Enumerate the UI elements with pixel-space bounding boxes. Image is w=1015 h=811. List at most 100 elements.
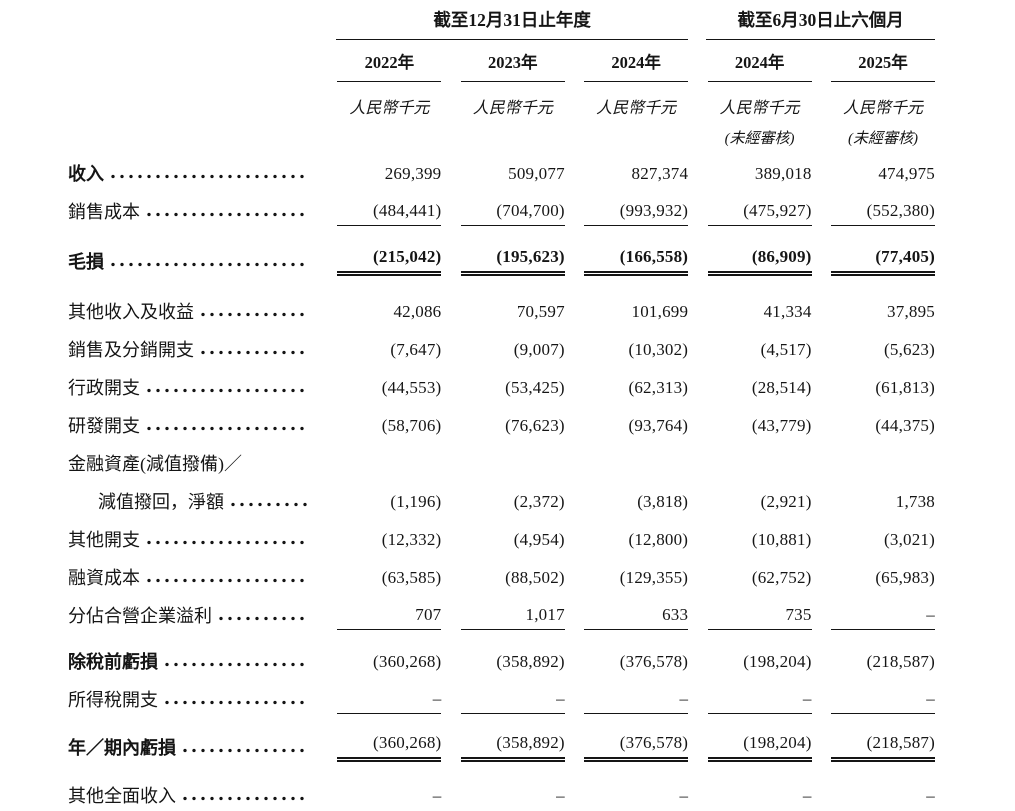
cell-value: (215,042) [337,247,442,276]
row-label: 研發開支 [68,416,140,437]
dot-leader [165,662,308,667]
row-label: 所得稅開支 [68,690,158,711]
cell-value: (10,881) [751,530,812,549]
col-year-2024-interim: 2024年 [707,41,812,82]
row-label: 分佔合營企業溢利 [68,606,212,627]
cell-value: (704,700) [460,201,565,226]
dot-leader [147,212,308,217]
dot-leader [231,502,308,507]
cell-value: 735 [707,605,812,630]
row-label: 融資成本 [68,568,140,589]
row-revenue: 收入 269,399 509,077 827,374 389,018 474,9… [68,148,935,188]
dot-leader [111,262,308,267]
row-loss-before-tax: 除稅前虧損 (360,268) (358,892) (376,578) (198… [68,630,935,676]
dot-leader [147,426,308,431]
dot-leader [111,174,308,179]
cell-value: – [926,786,935,805]
cell-value: (61,813) [875,378,935,397]
dot-leader [201,312,308,317]
cell-value: (58,706) [381,416,442,435]
cell-value: 1,017 [460,605,565,630]
cell-value: (475,927) [707,201,812,226]
row-rd-expenses: 研發開支 (58,706) (76,623) (93,764) (43,779)… [68,402,935,440]
row-income-tax-expense: 所得稅開支 – – – – – [68,676,935,714]
row-selling-distribution-expenses: 銷售及分銷開支 (7,647) (9,007) (10,302) (4,517)… [68,326,935,364]
cell-value: (62,313) [628,378,689,397]
col-year-2024: 2024年 [584,41,689,82]
cell-value: (198,204) [743,652,812,671]
row-label: 收入 [68,164,104,185]
cell-value: (63,585) [381,568,442,587]
cell-value: 509,077 [508,164,565,183]
unaudited-note: (未經審核) [848,131,918,147]
row-financial-assets-impairment-caption: 金融資產(減值撥備)／ [68,440,935,478]
cell-value: (2,372) [513,492,565,511]
dot-leader [183,748,308,753]
unit-label: 人民幣千元 [596,100,677,117]
row-other-comprehensive-income: 其他全面收入 – – – – – [68,762,935,810]
cell-value: (12,800) [628,530,689,549]
cell-value: 269,399 [384,164,442,183]
cell-value: 827,374 [631,164,689,183]
cell-value: (65,983) [875,568,935,587]
row-label: 除稅前虧損 [68,652,158,673]
dot-leader [147,578,308,583]
cell-value: (2,921) [760,492,812,511]
dot-leader [147,388,308,393]
dot-leader [201,350,308,355]
row-other-income-gains: 其他收入及收益 42,086 70,597 101,699 41,334 37,… [68,276,935,326]
cell-value: (198,204) [707,733,812,762]
cell-value: (5,623) [884,340,935,359]
row-other-expenses: 其他開支 (12,332) (4,954) (12,800) (10,881) … [68,516,935,554]
cell-value: 41,334 [763,302,812,321]
cell-value: (62,752) [751,568,812,587]
cell-value: 474,975 [878,164,935,183]
dot-leader [165,700,308,705]
cell-value: 101,699 [631,302,689,321]
cell-value: (195,623) [460,247,565,276]
row-loss-for-the-period: 年／期內虧損 (360,268) (358,892) (376,578) (19… [68,714,935,762]
dot-leader [147,540,308,545]
cell-value: (4,517) [760,340,812,359]
cell-value: – [831,689,935,714]
cell-value: (360,268) [373,652,442,671]
cell-value: (376,578) [619,652,689,671]
cell-value: 707 [337,605,442,630]
cell-value: (44,375) [875,416,935,435]
cell-value: (9,007) [513,340,565,359]
cell-value: (1,196) [390,492,442,511]
row-label: 行政開支 [68,378,140,399]
cell-value: (3,021) [884,530,935,549]
cell-value: (77,405) [831,247,935,276]
period-group-row: 截至12月31日止年度 截至6月30日止六個月 [68,4,935,40]
cell-value: (3,818) [637,492,689,511]
period-group-annual: 截至12月31日止年度 [336,7,689,40]
row-label: 其他開支 [68,530,140,551]
row-label: 銷售及分銷開支 [68,340,194,361]
cell-value: (4,954) [513,530,565,549]
cell-value: (86,909) [707,247,812,276]
dot-leader [219,616,308,621]
row-label: 毛損 [68,252,104,273]
cell-value: (358,892) [460,733,565,762]
unit-label: 人民幣千元 [719,100,800,117]
cell-value: (358,892) [496,652,565,671]
unaudited-note: (未經審核) [724,131,795,147]
year-header-row: 2022年 2023年 2024年 2024年 2025年 [68,40,935,82]
cell-value: (218,587) [831,733,935,762]
cell-value: – [584,689,689,714]
currency-unit-row: 人民幣千元 人民幣千元 人民幣千元 人民幣千元 人民幣千元 [68,82,935,118]
row-label: 金融資產(減值撥備)／ [68,454,242,475]
cell-value: (10,302) [628,340,689,359]
row-impairment-reversal-net: 減值撥回，淨額 (1,196) (2,372) (3,818) (2,921) … [68,478,935,516]
row-cost-of-sales: 銷售成本 (484,441) (704,700) (993,932) (475,… [68,188,935,226]
row-label: 年／期內虧損 [68,738,176,759]
cell-value: (552,380) [831,201,935,226]
cell-value: (44,553) [381,378,442,397]
cell-value: (218,587) [866,652,935,671]
income-statement-table: 截至12月31日止年度 截至6月30日止六個月 2022年 2023年 2024… [68,4,935,810]
cell-value: – [707,689,812,714]
cell-value: (376,578) [584,733,689,762]
row-label: 其他全面收入 [68,786,176,807]
cell-value: 70,597 [516,302,565,321]
